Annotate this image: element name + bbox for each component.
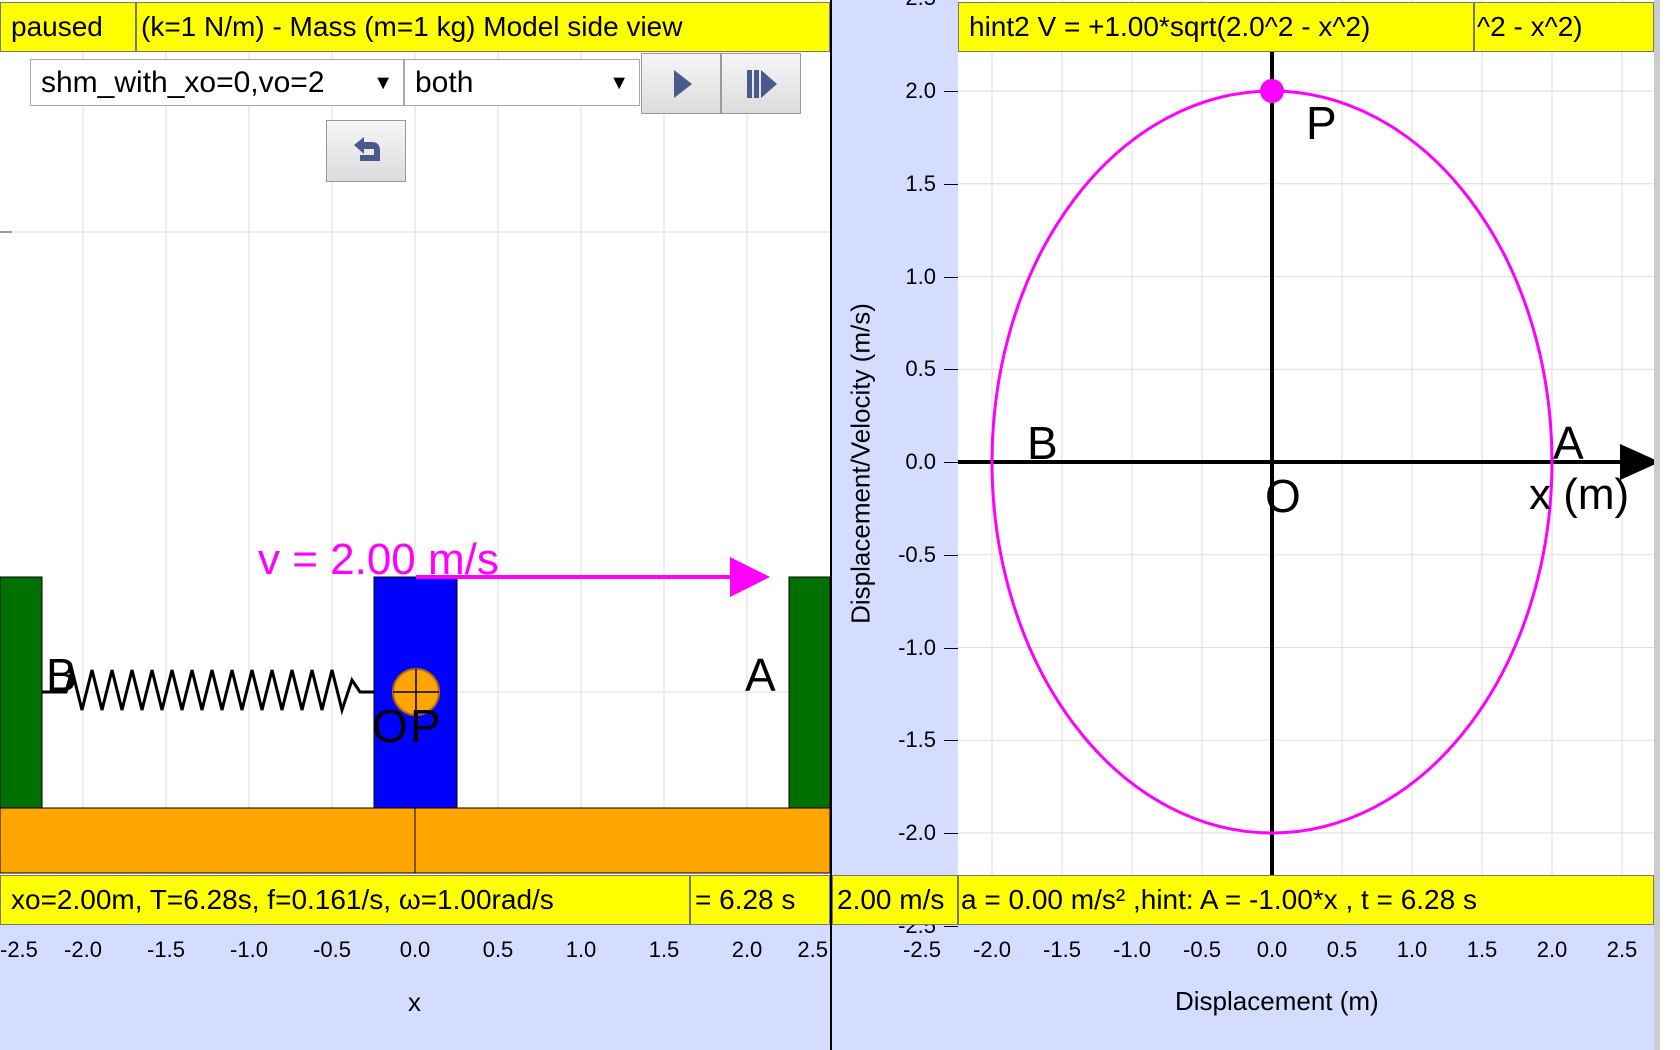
left-panel: v = 2.00 m/s B O P A paused (k=1 N/m) - … (0, 0, 830, 1050)
y-tick-label: 0.5 (905, 356, 936, 382)
y-tick-mark (944, 462, 958, 463)
y-tick-label: 2.5 (905, 0, 936, 11)
y-tick-label: 1.0 (905, 263, 936, 289)
label-P-left: P (410, 700, 441, 752)
right-title-overflow: ^2 - x^2) (1474, 2, 1654, 52)
left-x-tick-label: -0.5 (313, 937, 351, 962)
y-tick-label: -1.0 (898, 634, 936, 660)
right-wall (788, 576, 830, 809)
chevron-down-icon: ▼ (609, 72, 629, 94)
y-tick-mark (944, 554, 958, 556)
x-tick-label: 2.5 (1606, 937, 1638, 962)
y-tick-label: -0.5 (898, 541, 936, 567)
left-time: = 6.28 s (690, 875, 830, 925)
x-tick-label: -1.5 (1043, 937, 1081, 962)
undo-icon (354, 137, 380, 161)
y-tick-mark (944, 925, 958, 927)
right-panel: 2.5 2.0 1.5 1.0 0.5 0.0 -0.5 -1.0 -1.5 -2.0 -2.5 -… (832, 0, 1660, 1050)
y-tick-mark (944, 183, 958, 185)
velocity-arrow-head (730, 557, 770, 597)
left-scene (0, 50, 830, 874)
x-tick-label: -0.5 (1183, 937, 1221, 962)
x-tick-label: 2.0 (1536, 937, 1568, 962)
y-tick-mark (944, 276, 958, 278)
right-info-velocity: 2.00 m/s (832, 875, 958, 925)
label-B-right: B (1027, 417, 1058, 469)
play-button[interactable] (641, 53, 721, 114)
panel-divider (830, 0, 832, 1050)
label-O-left: O (372, 700, 408, 752)
spring (42, 664, 374, 716)
y-tick-label: 1.5 (905, 170, 936, 196)
left-axis-label: x (408, 987, 421, 1017)
view-select-value: both (415, 66, 474, 99)
velocity-label: v = 2.00 m/s (258, 535, 499, 584)
left-x-tick-label: -2.0 (64, 937, 102, 962)
left-x-tick-label: -1.5 (147, 937, 185, 962)
label-A-left: A (745, 649, 776, 701)
x-m-label: x (m) (1529, 470, 1630, 519)
label-O-right: O (1265, 470, 1301, 522)
y-tick-mark (944, 833, 958, 834)
y-tick-label: -2.0 (898, 820, 936, 845)
step-icon (747, 69, 777, 98)
scrollbar[interactable] (1654, 0, 1660, 1050)
y-tick-label: -1.5 (898, 727, 936, 753)
x-axis-arrow (1620, 444, 1660, 480)
x-tick-label: -1.0 (1113, 937, 1151, 962)
y-tick-mark (944, 91, 958, 92)
left-info: xo=2.00m, T=6.28s, f=0.161/s, ω=1.00rad/… (0, 875, 690, 925)
reset-button[interactable] (326, 120, 406, 182)
scenario-select[interactable]: shm_with_xo=0,vo=2 ▼ (30, 59, 404, 106)
x-tick-label: 0.0 (1256, 937, 1288, 962)
phase-chart (958, 0, 1660, 875)
left-x-tick-label: 1.0 (565, 937, 597, 962)
scenario-select-value: shm_with_xo=0,vo=2 (41, 66, 325, 99)
left-title: (k=1 N/m) - Mass (m=1 kg) Model side vie… (136, 2, 830, 52)
y-axis-label: Displacement/Velocity (m/s) (845, 303, 876, 624)
x-tick-label: -2.0 (973, 937, 1011, 962)
label-A-right: A (1553, 417, 1584, 469)
left-x-tick-label: 0.5 (482, 937, 514, 962)
left-axis: -2.5 -2.0 -1.5 -1.0 -0.5 0.0 0.5 1.0 1.5 2.0 2.5 x (0, 925, 830, 1050)
left-x-tick-label: -2.5 (0, 937, 38, 962)
y-tick-mark (944, 369, 958, 371)
right-title: hint2 V = +1.00*sqrt(2.0^2 - x^2) (958, 2, 1474, 52)
left-x-tick-label: -1.0 (230, 937, 268, 962)
label-B-left: B (46, 649, 77, 701)
left-x-tick-label: 2.0 (731, 937, 763, 962)
status-label: paused (0, 2, 136, 52)
right-info-acceleration: a = 0.00 m/s² ,hint: A = -1.00*x , t = 6… (958, 875, 1654, 925)
play-icon (674, 69, 692, 98)
y-tick-label: 0.0 (905, 449, 936, 474)
left-x-tick-label: 1.5 (648, 937, 680, 962)
left-x-tick-label: 2.5 (797, 937, 828, 962)
step-button[interactable] (721, 53, 801, 114)
x-tick-label: 1.5 (1466, 937, 1498, 962)
y-tick-mark (944, 647, 958, 649)
x-axis-strip (832, 925, 1660, 1050)
x-tick-label: -2.5 (903, 937, 941, 962)
chevron-down-icon: ▼ (373, 72, 393, 94)
view-select[interactable]: both ▼ (404, 59, 640, 106)
left-wall (0, 576, 43, 809)
left-x-tick-label: 0.0 (399, 937, 431, 962)
point-P-marker (1260, 79, 1284, 103)
label-P-right: P (1306, 97, 1337, 149)
x-axis-label: Displacement (m) (1175, 986, 1379, 1016)
y-tick-mark (944, 740, 958, 742)
x-tick-label: 0.5 (1326, 937, 1358, 962)
y-tick-label: 2.0 (905, 78, 936, 103)
x-tick-label: 1.0 (1396, 937, 1428, 962)
